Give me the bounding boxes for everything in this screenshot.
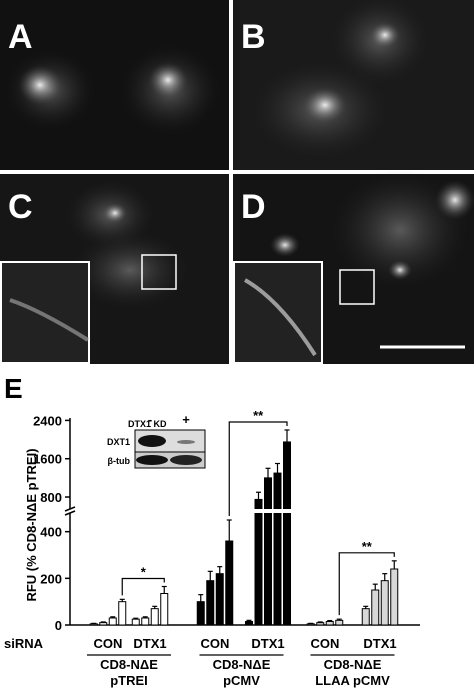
chart-title: E [4, 373, 23, 404]
bar [335, 619, 344, 626]
significance-label: ** [362, 539, 373, 554]
axis-gap [273, 509, 282, 513]
y-tick-label: 800 [40, 490, 62, 505]
y-tick-label: 200 [40, 571, 62, 586]
y-tick-label: 0 [55, 618, 62, 633]
y-axis-label: RFU (% CD8-NΔE pTREI) [24, 448, 39, 601]
axis-gap [254, 509, 263, 513]
bar [325, 621, 334, 626]
x-tick-label: CON [94, 636, 123, 651]
bar [99, 622, 108, 626]
bar [361, 608, 370, 626]
bar [131, 618, 140, 626]
significance-bracket [228, 421, 288, 516]
group-label: LLAA pCMV [315, 673, 390, 688]
group-label: pCMV [223, 673, 260, 688]
blot-title: DTX1 KD [128, 419, 167, 429]
bar [283, 441, 291, 626]
x-tick-label: CON [311, 636, 340, 651]
bar [245, 621, 253, 626]
panel-label: A [8, 18, 33, 56]
y-tick-label: 1600 [33, 452, 62, 467]
bar [215, 573, 224, 626]
y-tick-label: 2400 [33, 413, 62, 428]
blot: DTX1 KD - + DXT1 β-tub [107, 412, 206, 469]
panel-label: B [241, 18, 266, 56]
axis-gap [282, 509, 292, 513]
band-label: β-tub [108, 456, 131, 466]
axis-break [64, 506, 76, 512]
band-label: DXT1 [107, 437, 130, 447]
group-label: CD8-NΔE [324, 657, 382, 672]
x-tick-label: DTX1 [251, 636, 284, 651]
group-label: pTREI [110, 673, 148, 688]
significance-label: ** [253, 408, 264, 423]
x-axis-label: siRNA [4, 636, 44, 651]
bar [273, 472, 282, 626]
bar [316, 622, 325, 626]
bar [264, 477, 272, 626]
significance-bracket [121, 577, 165, 596]
bar [108, 617, 117, 626]
panel-label: D [241, 188, 266, 226]
x-tick-label: DTX1 [363, 636, 396, 651]
significance-bracket [338, 552, 395, 616]
bar [306, 623, 315, 626]
bar [371, 589, 380, 626]
bar [225, 540, 234, 626]
significance-label: * [141, 565, 147, 580]
bar [89, 623, 98, 626]
bar [196, 601, 205, 626]
x-tick-label: DTX1 [133, 636, 166, 651]
bar [150, 608, 159, 626]
lane-label: + [182, 412, 190, 427]
bar [254, 498, 263, 626]
lane-label: - [148, 412, 152, 427]
panel-label: C [8, 188, 33, 226]
x-tick-label: CON [201, 636, 230, 651]
bar [141, 617, 150, 626]
micrographs [0, 0, 474, 364]
y-tick-label: 400 [40, 525, 62, 540]
bar [390, 568, 399, 626]
bar [380, 580, 389, 626]
group-label: CD8-NΔE [100, 657, 158, 672]
bar [160, 593, 169, 626]
bar [118, 601, 127, 626]
bar [206, 580, 215, 626]
axis-break [64, 510, 76, 516]
axis-gap [263, 509, 273, 513]
group-label: CD8-NΔE [213, 657, 271, 672]
